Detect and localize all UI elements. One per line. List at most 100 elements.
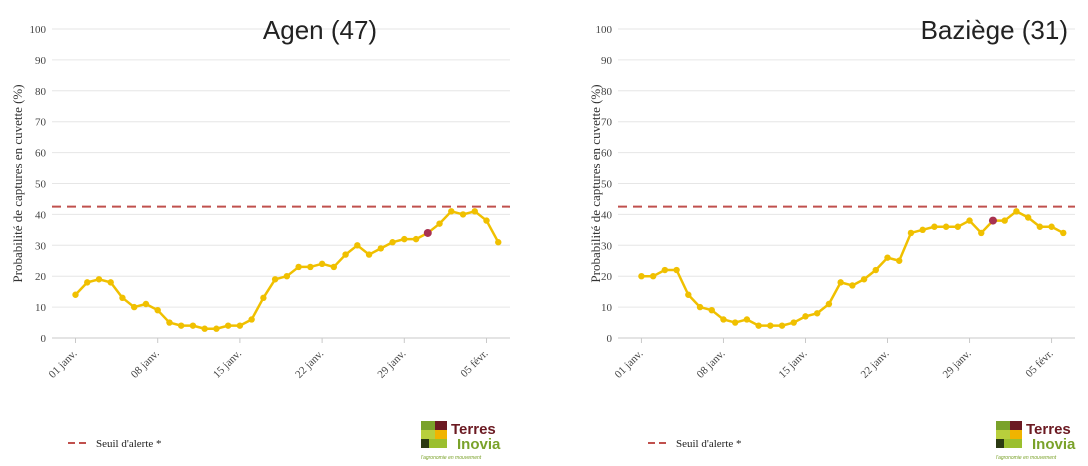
series-line — [641, 210, 1064, 327]
data-point — [673, 266, 680, 274]
y-tick-label: 40 — [601, 209, 613, 221]
data-point — [1060, 229, 1067, 237]
data-point — [119, 294, 126, 302]
logo-tagline: l'agronomie en mouvement — [421, 455, 482, 461]
logo-square — [1010, 421, 1022, 430]
y-tick-label: 70 — [601, 117, 613, 129]
data-point — [1024, 214, 1032, 221]
data-point — [142, 300, 150, 308]
chart-panel-1: 0 10 20 30 40 50 60 70 80 90 100 01 janv. 08 janv. 15… — [10, 15, 510, 461]
x-tick-label: 08 janv. — [129, 347, 162, 380]
y-tick-label: 30 — [35, 240, 47, 252]
y-axis-label: Probabilité de captures en cuvette (%) — [588, 84, 603, 282]
logo-text-terres: Terres — [1026, 421, 1071, 438]
highlight-point — [988, 216, 997, 225]
data-point — [95, 276, 103, 283]
y-tick-label: 50 — [601, 179, 613, 191]
data-point — [743, 316, 751, 323]
data-point — [896, 257, 903, 264]
legend: Seuil d'alerte * — [68, 438, 162, 450]
data-point — [471, 208, 478, 215]
logo-square — [996, 421, 1010, 430]
x-tick-label: 29 janv. — [941, 347, 974, 380]
data-point — [412, 235, 420, 243]
y-tick-label: 80 — [601, 86, 613, 98]
highlight-point — [423, 228, 432, 237]
data-point — [907, 229, 915, 237]
data-point — [978, 229, 985, 237]
y-axis-label: Probabilité de captures en cuvette (%) — [10, 84, 25, 282]
data-point — [661, 266, 669, 274]
logo-text-inovia: Inovia — [1032, 436, 1076, 453]
data-point — [260, 294, 267, 302]
x-tick-label: 22 janv. — [859, 347, 892, 380]
y-tick-label: 20 — [35, 271, 47, 283]
data-point — [271, 276, 279, 283]
y-tick-label: 40 — [35, 209, 47, 221]
logo-square — [421, 430, 435, 439]
data-point — [72, 291, 79, 298]
data-point — [283, 273, 291, 280]
data-point — [860, 276, 868, 283]
x-tick-label: 29 janv. — [375, 347, 408, 380]
chart-panel-2: 0 10 20 30 40 50 60 70 80 90 100 01 janv. 08 janv. 15… — [588, 15, 1076, 461]
y-tick-label: 50 — [35, 179, 47, 191]
data-point — [448, 208, 455, 215]
y-tick-label: 60 — [35, 148, 47, 160]
data-point — [966, 217, 973, 224]
data-point — [814, 310, 821, 317]
data-point — [778, 322, 786, 329]
y-tick-label: 90 — [601, 55, 613, 67]
data-point — [236, 322, 244, 329]
x-tick-label: 22 janv. — [293, 347, 326, 380]
data-point — [1013, 208, 1020, 215]
logo-square — [996, 439, 1004, 448]
data-point — [825, 300, 833, 308]
legend: Seuil d'alerte * — [648, 438, 742, 450]
logo-square — [421, 421, 435, 430]
y-tick-label: 90 — [35, 55, 47, 67]
data-point — [1036, 223, 1044, 230]
y-tick-label: 80 — [35, 86, 47, 98]
data-point — [954, 223, 962, 230]
data-point — [436, 220, 443, 227]
data-point — [802, 313, 809, 320]
logo-square — [1010, 430, 1022, 439]
data-point — [213, 325, 220, 332]
chart-title: Agen (47) — [263, 15, 377, 45]
y-tick-label: 30 — [601, 240, 613, 252]
logo-square — [421, 439, 429, 448]
data-point — [318, 260, 326, 268]
x-tick-label: 05 févr. — [458, 347, 490, 379]
data-point — [755, 322, 762, 329]
y-tick-label: 100 — [596, 24, 613, 36]
data-point — [377, 245, 385, 252]
data-point — [649, 273, 657, 280]
data-point — [1001, 217, 1008, 224]
data-point — [354, 242, 361, 249]
logo-tagline: l'agronomie en mouvement — [996, 455, 1057, 461]
data-point — [177, 322, 185, 329]
data-point — [166, 319, 173, 326]
logo-square — [429, 439, 447, 448]
data-point — [731, 319, 739, 326]
y-tick-label: 10 — [35, 302, 47, 314]
x-tick-label: 01 janv. — [613, 347, 646, 380]
y-tick-label: 100 — [30, 24, 47, 36]
data-point — [1048, 223, 1055, 230]
data-point — [942, 223, 950, 230]
data-point — [872, 266, 879, 274]
data-point — [248, 316, 255, 323]
legend-label: Seuil d'alerte * — [96, 438, 162, 450]
data-point — [401, 235, 408, 243]
y-tick-label: 70 — [35, 117, 47, 129]
logo-square — [435, 430, 447, 439]
series-line — [74, 210, 500, 330]
data-point — [459, 211, 467, 218]
data-point — [638, 273, 645, 280]
logo-text-inovia: Inovia — [457, 436, 501, 453]
data-point — [154, 306, 161, 314]
